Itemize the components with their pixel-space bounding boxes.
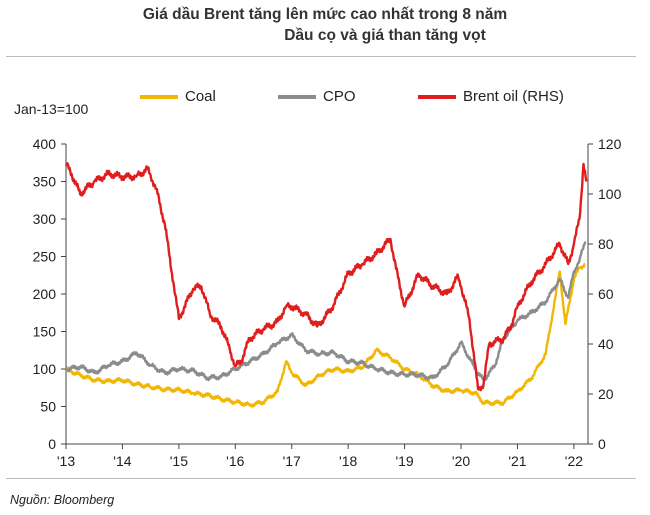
x-tick-label: '14 — [113, 453, 131, 469]
legend-item-cpo: CPO — [278, 88, 356, 105]
x-tick-label: '13 — [57, 453, 75, 469]
y-right-tick-label: 60 — [598, 286, 614, 302]
legend-label-coal: Coal — [185, 88, 216, 105]
y-axis-left-label: Jan-13=100 — [14, 101, 89, 117]
y-left-tick-label: 350 — [33, 174, 57, 190]
x-tick-label: '19 — [395, 453, 413, 469]
x-tick-label: '15 — [170, 453, 188, 469]
legend-label-cpo: CPO — [323, 88, 356, 105]
legend-item-coal: Coal — [140, 88, 216, 105]
x-tick-label: '21 — [508, 453, 526, 469]
source-note: Nguồn: Bloomberg — [10, 493, 115, 507]
y-left-tick-label: 100 — [33, 361, 57, 377]
y-left-tick-label: 150 — [33, 324, 57, 340]
x-tick-label: '16 — [226, 453, 244, 469]
coal-line — [65, 262, 586, 408]
y-right-tick-label: 0 — [598, 436, 606, 452]
frame-bottom-divider — [6, 478, 636, 479]
y-right-tick-label: 120 — [598, 136, 622, 152]
y-right-tick-label: 100 — [598, 186, 622, 202]
y-left-tick-label: 400 — [33, 136, 57, 152]
x-tick-label: '20 — [452, 453, 470, 469]
y-left-tick-label: 300 — [33, 211, 57, 227]
legend-swatch-coal — [140, 94, 178, 99]
y-left-tick-label: 250 — [33, 249, 57, 265]
legend-item-brent: Brent oil (RHS) — [418, 88, 564, 105]
chart-title: Giá dầu Brent tăng lên mức cao nhất tron… — [142, 6, 508, 23]
y-right-tick-label: 40 — [598, 336, 614, 352]
legend-swatch-brent — [418, 94, 456, 99]
y-left-tick-label: 200 — [33, 286, 57, 302]
title-divider — [6, 56, 636, 57]
y-right-tick-label: 20 — [598, 386, 614, 402]
y-right-tick-label: 80 — [598, 236, 614, 252]
y-left-tick-label: 50 — [40, 399, 56, 415]
legend-swatch-cpo — [278, 94, 316, 99]
y-left-tick-label: 0 — [48, 436, 56, 452]
brent-line — [64, 162, 588, 392]
x-tick-label: '17 — [283, 453, 301, 469]
x-tick-label: '22 — [565, 453, 583, 469]
legend-label-brent: Brent oil (RHS) — [463, 88, 564, 105]
cpo-line — [64, 241, 587, 382]
x-tick-label: '18 — [339, 453, 357, 469]
chart-subtitle: Dầu cọ và giá than tăng vọt — [284, 27, 486, 44]
